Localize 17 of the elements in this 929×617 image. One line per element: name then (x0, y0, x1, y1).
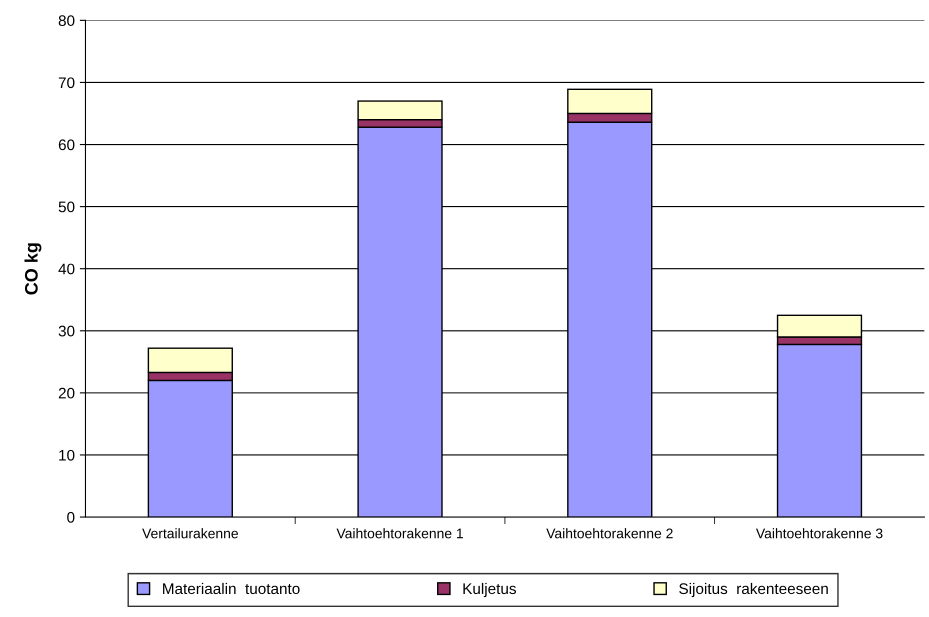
legend-label: Sijoitus rakenteeseen (679, 582, 828, 598)
y-tick-label: 30 (58, 326, 74, 336)
x-tick-label: Vertailurakenne (142, 528, 238, 538)
y-tick-label: 80 (58, 15, 74, 26)
y-tick-label: 10 (59, 450, 74, 461)
y-tick-label: 0 (67, 512, 74, 523)
y-tick-label: 40 (58, 264, 74, 274)
legend-label: Kuljetus (463, 582, 516, 598)
legend-label: Materiaalin tuotanto (163, 582, 300, 594)
y-tick-label: 70 (58, 77, 74, 88)
x-tick-label: Vaihtoehtorakenne 3 (756, 528, 882, 538)
y-tick-label: 20 (58, 388, 74, 399)
x-tick-label: Vaihtoehtorakenne 1 (336, 528, 463, 538)
y-axis-title: CO kg (24, 243, 42, 295)
y-tick-label: 60 (58, 139, 74, 150)
x-tick-label: Vaihtoehtorakenne 2 (546, 528, 673, 538)
y-tick-label: 50 (58, 201, 74, 212)
